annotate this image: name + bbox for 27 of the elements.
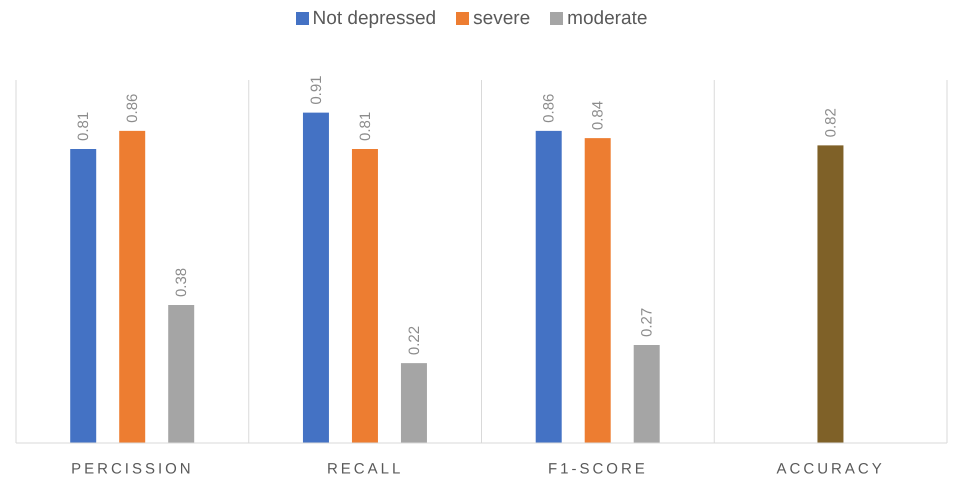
x-tick-label: RECALL [326, 460, 404, 478]
bar [400, 363, 427, 443]
bar [817, 145, 844, 443]
bar [119, 130, 146, 443]
data-label: 0.84 [590, 100, 607, 130]
bar [352, 148, 378, 443]
data-label: 0.38 [173, 268, 190, 298]
data-label: 0.81 [356, 112, 374, 141]
data-label: 0.91 [308, 75, 325, 105]
x-tick-label: ACCURACY [776, 460, 885, 478]
bar [584, 138, 611, 443]
data-label: 0.81 [75, 112, 92, 141]
bar [302, 112, 329, 443]
bar [70, 148, 96, 443]
bar [168, 305, 194, 443]
legend-label: severe [473, 8, 530, 29]
legend-label: Not depressed [312, 8, 436, 29]
data-label: 0.27 [638, 308, 656, 337]
legend-label: moderate [567, 8, 648, 29]
x-tick-label: F1-SCORE [548, 460, 648, 478]
bar [536, 130, 562, 443]
bar [634, 344, 660, 443]
data-label: 0.86 [124, 94, 142, 123]
data-label: 0.22 [406, 326, 423, 356]
x-tick-label: PERCISSION [71, 460, 194, 478]
data-label: 0.86 [540, 94, 558, 123]
data-label: 0.82 [822, 108, 840, 138]
